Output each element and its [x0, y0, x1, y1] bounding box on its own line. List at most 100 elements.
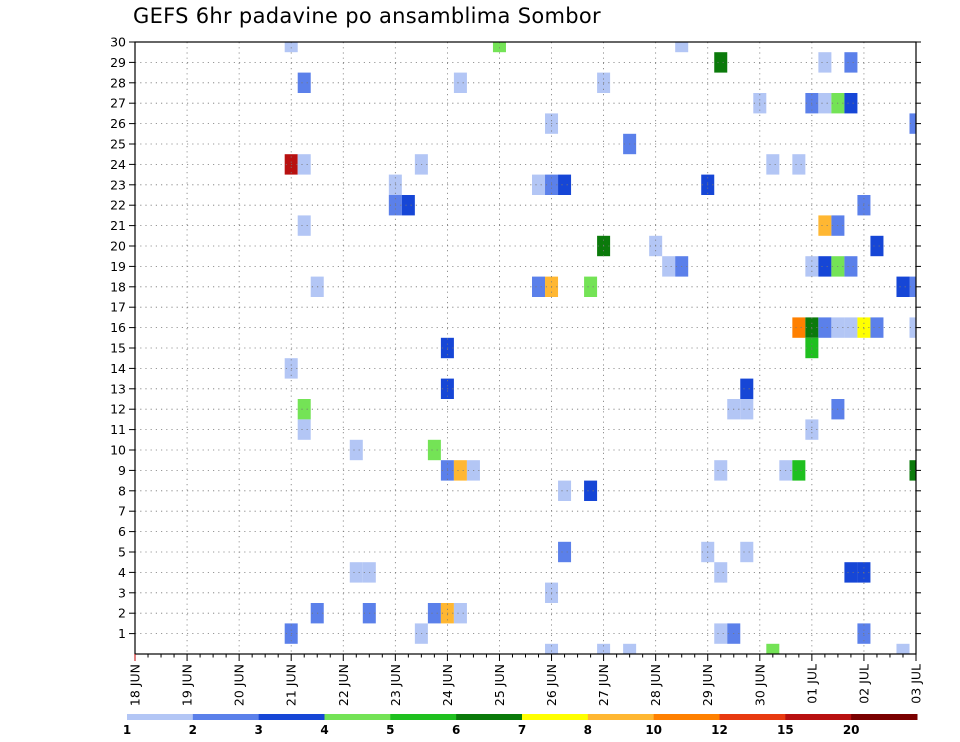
- heatmap-cell: [792, 154, 806, 175]
- heatmap-cell: [714, 460, 728, 481]
- heatmap-cell: [558, 174, 572, 195]
- x-tick-label: 19 JUN: [180, 664, 195, 706]
- y-tick-label: 2: [118, 606, 126, 621]
- heatmap-cell: [623, 643, 637, 654]
- heatmap-cell: [909, 113, 916, 134]
- colorbar-label: 7: [518, 723, 526, 737]
- y-tick-label: 8: [118, 483, 126, 498]
- colorbar-label: 2: [189, 723, 197, 737]
- heatmap-cell: [818, 52, 832, 73]
- x-axis: 18 JUN 19 JUN 20 JUN 21 JUN 22 JUN 23 JUN 24 J…: [128, 654, 924, 706]
- y-tick-label: 9: [118, 463, 126, 478]
- y-tick-label: 5: [118, 545, 126, 560]
- heatmap-cell: [766, 154, 780, 175]
- heatmap-cell: [909, 460, 916, 481]
- x-tick-label: 25 JUN: [492, 664, 507, 706]
- heatmap-cell: [818, 256, 832, 277]
- y-tick-label: 16: [110, 320, 126, 335]
- heatmap-cell: [558, 541, 572, 563]
- colorbar-swatch: [258, 714, 325, 720]
- colorbar-swatch: [192, 714, 260, 720]
- y-axis: 1234567891011121314151617181920212223242…: [110, 35, 921, 641]
- heatmap-cell: [584, 276, 598, 297]
- y-tick-label: 4: [118, 565, 126, 580]
- heatmap-cell: [844, 93, 858, 114]
- heatmap-cell: [597, 643, 611, 654]
- heatmap-cell: [297, 154, 311, 175]
- heatmap-cell: [909, 317, 916, 338]
- heatmap-cell: [714, 623, 728, 644]
- y-tick-label: 20: [110, 239, 126, 254]
- y-tick-label: 18: [110, 279, 126, 294]
- heatmap-cell: [297, 419, 311, 440]
- y-tick-label: 15: [110, 341, 126, 356]
- heatmap-cell: [740, 541, 754, 563]
- heatmap-cell: [844, 562, 858, 583]
- heatmap-cell: [545, 643, 559, 654]
- heatmap-cell: [662, 256, 676, 277]
- heatmap-cell: [818, 215, 832, 236]
- heatmap-cells: [284, 42, 916, 654]
- heatmap-cell: [558, 480, 572, 501]
- colorbar-label: 3: [254, 723, 262, 737]
- colorbar-label: 8: [584, 723, 592, 737]
- x-tick-label: 27 JUN: [596, 664, 611, 706]
- heatmap-cell: [584, 480, 598, 501]
- heatmap-cell: [675, 42, 689, 53]
- heatmap-cell: [453, 460, 467, 481]
- y-tick-label: 26: [110, 116, 126, 131]
- y-tick-label: 28: [110, 75, 126, 90]
- y-tick-label: 1: [118, 626, 126, 641]
- x-tick-label: 22 JUN: [336, 664, 351, 706]
- heatmap-cell: [714, 52, 728, 73]
- colorbar-swatch: [324, 714, 391, 720]
- y-tick-label: 7: [118, 504, 126, 519]
- x-tick-label: 02 JUL: [856, 664, 871, 704]
- heatmap-cell: [909, 276, 916, 297]
- x-tick-label: 21 JUN: [284, 664, 299, 706]
- heatmap-cell: [740, 399, 754, 420]
- chart-title: GEFS 6hr padavine po ansamblima Sombor: [133, 4, 601, 28]
- heatmap-cell: [792, 460, 806, 481]
- heatmap-cell: [401, 195, 415, 216]
- colorbar-swatch: [785, 714, 852, 720]
- colorbar-swatch: [587, 714, 655, 720]
- colorbar-label: 12: [711, 723, 728, 737]
- heatmap-cell: [844, 256, 858, 277]
- heatmap-cell: [740, 378, 754, 399]
- heatmap-cell: [427, 439, 441, 461]
- colorbar-label: 5: [386, 723, 394, 737]
- heatmap-cell: [492, 42, 506, 53]
- heatmap-cell: [532, 276, 546, 297]
- heatmap-cell: [453, 72, 467, 93]
- heatmap-cell: [297, 399, 311, 420]
- heatmap-cell: [896, 276, 910, 297]
- y-tick-label: 12: [110, 402, 126, 417]
- y-tick-label: 30: [110, 35, 126, 50]
- x-tick-label: 20 JUN: [232, 664, 247, 706]
- heatmap-cell: [870, 235, 884, 257]
- x-tick-label: 01 JUL: [804, 664, 819, 704]
- heatmap-cell: [349, 562, 363, 583]
- x-tick-label: 26 JUN: [544, 664, 559, 706]
- colorbar-label: 15: [777, 723, 794, 737]
- x-tick-label: 23 JUN: [388, 664, 403, 706]
- x-tick-label: 24 JUN: [440, 664, 455, 706]
- y-tick-label: 27: [110, 96, 126, 111]
- heatmap-cell: [896, 643, 910, 654]
- heatmap-cell: [792, 317, 806, 338]
- heatmap-cell: [844, 52, 858, 73]
- colorbar-swatch: [456, 714, 523, 720]
- heatmap-cell: [297, 72, 311, 93]
- colorbar-swatch: [390, 714, 457, 720]
- y-tick-label: 6: [118, 524, 126, 539]
- heatmap-cell: [818, 317, 832, 338]
- colorbar-swatch: [851, 714, 918, 720]
- heatmap-cell: [766, 643, 780, 654]
- y-tick-label: 25: [110, 137, 126, 152]
- y-tick-label: 19: [110, 259, 126, 274]
- heatmap-cell: [818, 93, 832, 114]
- colorbar-label: 10: [645, 723, 662, 737]
- y-tick-label: 29: [110, 55, 126, 70]
- heatmap-cell: [870, 317, 884, 338]
